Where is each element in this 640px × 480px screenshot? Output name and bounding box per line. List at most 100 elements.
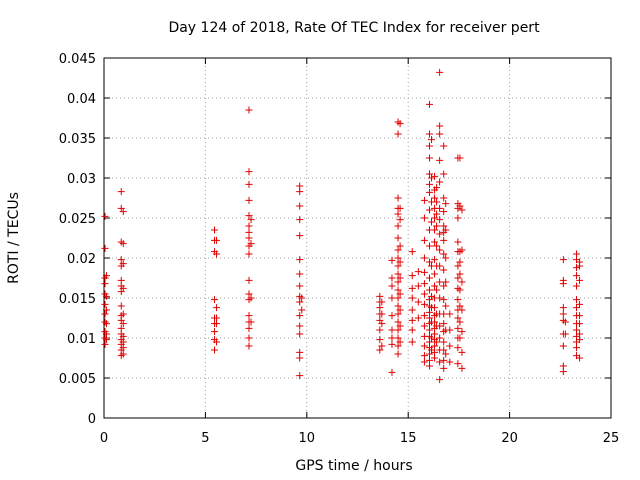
data-point [433, 242, 441, 250]
data-point [296, 322, 304, 330]
data-point [458, 348, 466, 356]
data-point [396, 322, 404, 330]
data-point [446, 310, 454, 318]
data-point [425, 170, 433, 178]
data-point [376, 336, 384, 344]
data-point [394, 326, 402, 334]
data-point [119, 240, 127, 248]
data-point [102, 306, 110, 314]
data-point [211, 328, 219, 336]
x-tick-label: 10 [299, 431, 316, 446]
data-point [440, 142, 448, 150]
data-point [245, 334, 253, 342]
data-point [440, 250, 448, 258]
data-point [394, 130, 402, 138]
data-point [101, 318, 109, 326]
data-point [245, 312, 253, 320]
data-point [420, 300, 428, 308]
data-point [388, 340, 396, 348]
data-point [420, 342, 428, 350]
data-point [245, 250, 253, 258]
data-point [376, 304, 384, 312]
data-point [428, 334, 436, 342]
data-point [561, 318, 569, 326]
data-point [440, 282, 448, 290]
data-point [428, 136, 436, 144]
data-point [414, 282, 422, 290]
data-point [573, 272, 581, 280]
data-point [433, 222, 441, 230]
data-point [433, 210, 441, 218]
data-point [247, 294, 255, 302]
data-point [408, 272, 416, 280]
data-point [425, 130, 433, 138]
data-point [436, 294, 444, 302]
data-point [454, 360, 462, 368]
data-point [420, 352, 428, 360]
data-point [454, 324, 462, 332]
data-point [117, 302, 125, 310]
data-point [213, 236, 221, 244]
data-point [454, 214, 462, 222]
y-tick-label: 0.035 [59, 132, 96, 147]
data-point [245, 196, 253, 204]
data-point [394, 318, 402, 326]
data-point [394, 222, 402, 230]
data-point [456, 318, 464, 326]
data-point [298, 294, 306, 302]
data-point [378, 342, 386, 350]
data-point [456, 258, 464, 266]
data-point [425, 274, 433, 282]
data-point [388, 334, 396, 342]
data-point [431, 194, 439, 202]
data-point [425, 206, 433, 214]
data-point [420, 214, 428, 222]
x-tick-label: 5 [201, 431, 209, 446]
data-point [440, 194, 448, 202]
y-tick-label: 0.04 [67, 92, 96, 107]
data-point [117, 188, 125, 196]
x-axis-label: GPS time / hours [295, 458, 412, 474]
data-point [414, 314, 422, 322]
data-point [296, 312, 304, 320]
data-point [440, 208, 448, 216]
data-point [394, 194, 402, 202]
data-point [394, 278, 402, 286]
y-tick-label: 0.015 [59, 292, 96, 307]
data-point [425, 362, 433, 370]
data-point [454, 274, 462, 282]
data-point [431, 226, 439, 234]
data-point [394, 246, 402, 254]
data-points [101, 68, 584, 384]
data-point [454, 344, 462, 352]
data-point [296, 298, 304, 306]
x-tick-label: 0 [100, 431, 108, 446]
data-point [431, 172, 439, 180]
data-point [454, 296, 462, 304]
data-point [458, 328, 466, 336]
data-point [458, 306, 466, 314]
data-point [440, 296, 448, 304]
data-point [245, 342, 253, 350]
data-point [436, 156, 444, 164]
data-point [119, 344, 127, 352]
data-point [436, 204, 444, 212]
data-point [378, 320, 386, 328]
data-point [436, 262, 444, 270]
data-point [425, 142, 433, 150]
data-point [440, 310, 448, 318]
data-point [394, 234, 402, 242]
data-point [245, 212, 253, 220]
data-point [440, 346, 448, 354]
y-tick-label: 0 [88, 412, 96, 427]
data-point [433, 286, 441, 294]
data-point [296, 232, 304, 240]
data-point [408, 294, 416, 302]
data-point [576, 262, 584, 270]
data-point [428, 174, 436, 182]
y-axis-label: ROTI / TECUs [6, 192, 22, 284]
data-point [296, 282, 304, 290]
data-point [454, 262, 462, 270]
data-point [376, 346, 384, 354]
